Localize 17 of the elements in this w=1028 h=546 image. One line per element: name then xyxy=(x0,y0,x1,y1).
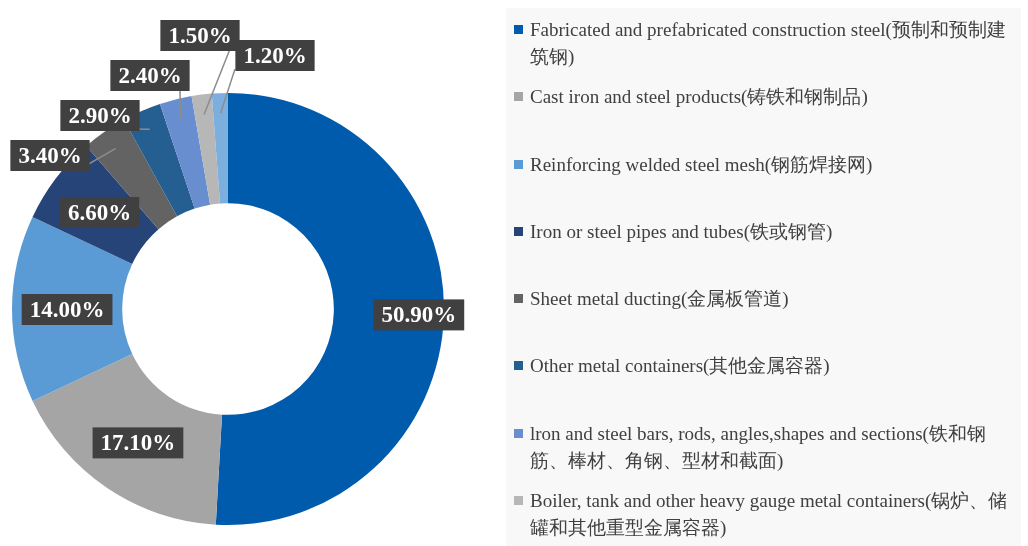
data-label: 50.90% xyxy=(381,302,457,328)
legend-label: Boiler, tank and other heavy gauge metal containers(锅炉、储罐和其他重型金属容器) xyxy=(530,488,1009,540)
data-label: 3.40% xyxy=(18,143,82,168)
data-label: 6.60% xyxy=(67,199,132,225)
data-label: 17.10% xyxy=(100,430,176,456)
legend-label: Reinforcing welded steel mesh(钢筋焊接网) xyxy=(530,152,873,177)
legend-label: Iron or steel pipes and tubes(铁或钢管) xyxy=(530,219,833,244)
legend-label: Fabricated and prefabricated construction steel(预制和预制建筑钢) xyxy=(530,18,1007,69)
legend-label: Cast iron and steel products(铸铁和钢制品) xyxy=(530,85,868,110)
data-label: 2.40% xyxy=(118,63,182,88)
data-label: 14.00% xyxy=(29,297,105,322)
data-label: 2.90% xyxy=(68,103,132,128)
legend-label: Other metal containers(其他金属容器) xyxy=(530,354,830,379)
data-label: 1.50% xyxy=(168,23,232,48)
data-label: 1.20% xyxy=(243,43,307,68)
legend-label: lron and steel bars, rods, angles,shapes and sections(铁和钢筋、棒材、角钢、型材和截面) xyxy=(530,421,987,473)
legend-label: Sheet metal ducting(金属板管道) xyxy=(530,287,789,311)
